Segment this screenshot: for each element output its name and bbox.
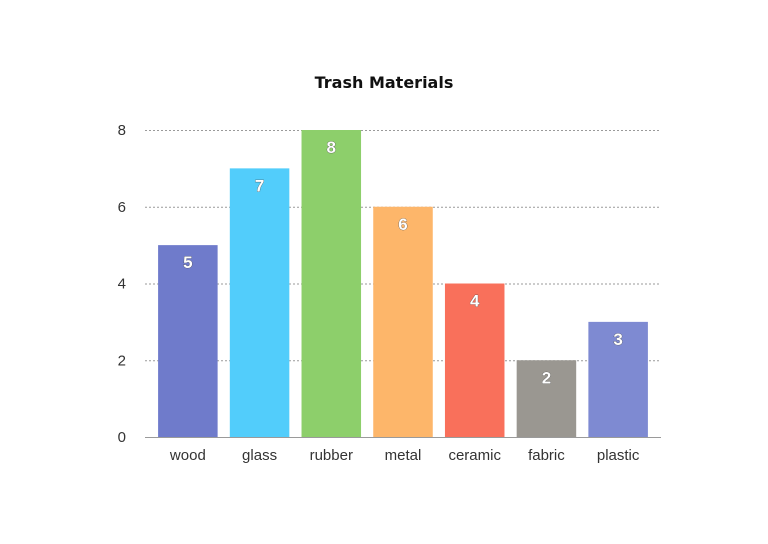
x-category-label: plastic	[597, 447, 640, 464]
bar-wood	[158, 245, 218, 437]
x-category-label: fabric	[528, 447, 565, 464]
bar-rubber	[301, 130, 362, 437]
bar-value-labels: 5 7 8 6 4 2 3	[183, 138, 623, 388]
bar-glass	[229, 168, 290, 437]
y-axis-ticks: 0 2 4 6 8	[118, 122, 126, 446]
y-tick-label: 4	[118, 276, 126, 293]
bar-fabric	[516, 360, 577, 437]
x-category-label: ceramic	[448, 447, 501, 464]
y-tick-label: 2	[118, 352, 126, 369]
bar-value-label: 5	[183, 253, 192, 272]
x-category-label: wood	[169, 447, 206, 464]
bar-value-label: 8	[327, 138, 336, 157]
x-category-label: rubber	[310, 447, 353, 464]
bar-metal	[373, 206, 433, 437]
x-category-label: glass	[242, 447, 277, 464]
bar-value-label: 4	[470, 292, 480, 311]
y-tick-label: 6	[118, 199, 126, 216]
x-axis-categories: wood glass rubber metal ceramic fabric plastic	[169, 447, 640, 464]
bar-plastic	[588, 321, 648, 437]
bar-value-label: 7	[255, 176, 264, 195]
bar-value-label: 3	[613, 330, 622, 349]
bars	[158, 130, 648, 437]
bar-value-label: 6	[398, 215, 407, 234]
y-tick-label: 0	[118, 429, 126, 446]
bar-ceramic	[444, 283, 505, 437]
y-tick-label: 8	[118, 122, 126, 139]
bar-value-label: 2	[542, 368, 551, 387]
chart-title: Trash Materials	[315, 73, 454, 92]
x-category-label: metal	[385, 447, 422, 464]
